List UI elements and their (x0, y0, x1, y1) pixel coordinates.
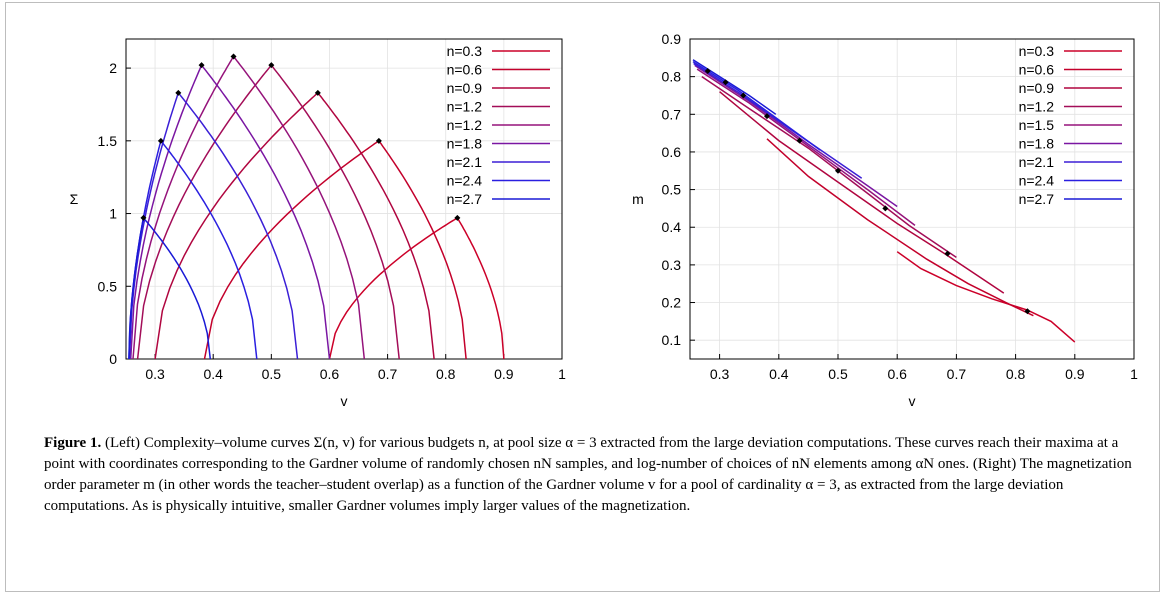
maximum-marker (882, 205, 889, 212)
x-tick-label: 1 (1130, 366, 1138, 382)
maximum-marker (944, 250, 951, 257)
series-line (696, 68, 916, 226)
right-chart: 0.3 0.4 0.5 0.6 0.7 0.8 0.9 1 0.1 0.2 0.3 0.4 0.5 0.6… (632, 31, 1138, 409)
maximum-marker (268, 62, 275, 69)
legend-label: n=0.9 (1019, 80, 1055, 96)
x-tick-label: 0.9 (494, 366, 514, 382)
series-line (328, 216, 505, 359)
legend-label: n=1.8 (447, 136, 483, 152)
legend-label: n=1.5 (1019, 117, 1055, 133)
x-tick-label: 0.6 (887, 366, 907, 382)
x-tick-label: 0.7 (378, 366, 398, 382)
series-line (692, 59, 777, 115)
maximum-marker (454, 214, 461, 221)
maximum-marker (157, 137, 164, 144)
plot-area-border (689, 38, 1135, 360)
legend-label: n=2.7 (447, 191, 483, 207)
x-tick-label: 0.7 (947, 366, 967, 382)
x-tick-label: 0.5 (262, 366, 282, 382)
x-tick-label: 0.4 (769, 366, 789, 382)
maximum-marker (230, 53, 237, 60)
series-line (203, 139, 467, 359)
x-tick-label: 0.4 (203, 366, 223, 382)
legend-label: n=0.6 (1019, 62, 1055, 78)
legend-label: n=0.3 (447, 43, 483, 59)
caption-text: (Left) Complexity–volume curves Σ(n, v) … (44, 435, 1132, 514)
x-axis-label: v (909, 393, 916, 409)
maximum-marker (704, 68, 711, 74)
y-tick-label: 0.9 (662, 31, 682, 47)
x-axis-label: v (341, 393, 348, 409)
y-tick-label: 1 (109, 206, 117, 222)
series-line (701, 75, 957, 259)
x-tick-label: 0.6 (320, 366, 340, 382)
y-tick-label: 0.8 (662, 69, 682, 85)
legend-label: n=2.4 (447, 173, 483, 189)
plot-area-border (125, 38, 563, 360)
maximum-marker (796, 137, 803, 144)
maximum-marker (740, 92, 747, 99)
x-tick-label: 1 (558, 366, 566, 382)
series-line (692, 60, 821, 151)
y-tick-label: 0.7 (662, 106, 682, 122)
legend-label: n=1.2 (1019, 99, 1055, 115)
legend-label: n=1.8 (1019, 136, 1055, 152)
x-tick-label: 0.8 (436, 366, 456, 382)
maximum-marker (175, 89, 182, 96)
maximum-marker (198, 62, 205, 69)
legend-label: n=2.1 (447, 154, 483, 170)
y-tick-label: 0.5 (662, 182, 682, 198)
x-tick-label: 0.5 (828, 366, 848, 382)
x-tick-label: 0.3 (145, 366, 165, 382)
series-line (154, 91, 435, 359)
x-tick-label: 0.9 (1065, 366, 1085, 382)
y-tick-label: 0.5 (98, 278, 118, 294)
y-tick-label: 0.3 (662, 257, 682, 273)
y-tick-label: 0.1 (662, 332, 682, 348)
legend-label: n=0.9 (447, 80, 483, 96)
legend-label: n=2.4 (1019, 173, 1055, 189)
legend-label: n=1.2 (447, 99, 483, 115)
figure-caption: Figure 1. (Left) Complexity–volume curve… (44, 433, 1134, 517)
maximum-marker (140, 214, 147, 221)
x-tick-label: 0.3 (710, 366, 730, 382)
maximum-marker (763, 113, 770, 120)
maximum-marker (375, 137, 382, 144)
x-tick-label: 0.8 (1006, 366, 1026, 382)
legend-label: n=0.6 (447, 62, 483, 78)
legend-label: n=1.2 (447, 117, 483, 133)
legend-label: n=0.3 (1019, 43, 1055, 59)
y-tick-label: 0.4 (662, 219, 682, 235)
maximum-marker (722, 79, 729, 86)
y-axis-label: m (632, 191, 644, 207)
maximum-marker (314, 89, 321, 96)
maximum-marker (1024, 308, 1031, 315)
series-line (766, 138, 1034, 317)
y-axis-label: Σ (70, 191, 79, 207)
y-tick-label: 2 (109, 60, 117, 76)
legend-label: n=2.1 (1019, 154, 1055, 170)
series-line (719, 91, 1005, 294)
legend-label: n=2.7 (1019, 191, 1055, 207)
y-tick-label: 0.2 (662, 295, 682, 311)
series-line (693, 62, 863, 179)
y-tick-label: 0 (109, 351, 117, 367)
caption-label: Figure 1. (44, 435, 102, 451)
series-group (692, 59, 1076, 343)
left-chart: 0.3 0.4 0.5 0.6 0.7 0.8 0.9 1 0 0.5 1 1.5 2 v Σn=0.3 n=… (70, 38, 566, 409)
y-tick-label: 1.5 (98, 133, 118, 149)
series-line (694, 64, 898, 208)
y-tick-label: 0.6 (662, 144, 682, 160)
series-line (896, 251, 1076, 343)
maximum-marker (835, 167, 841, 174)
